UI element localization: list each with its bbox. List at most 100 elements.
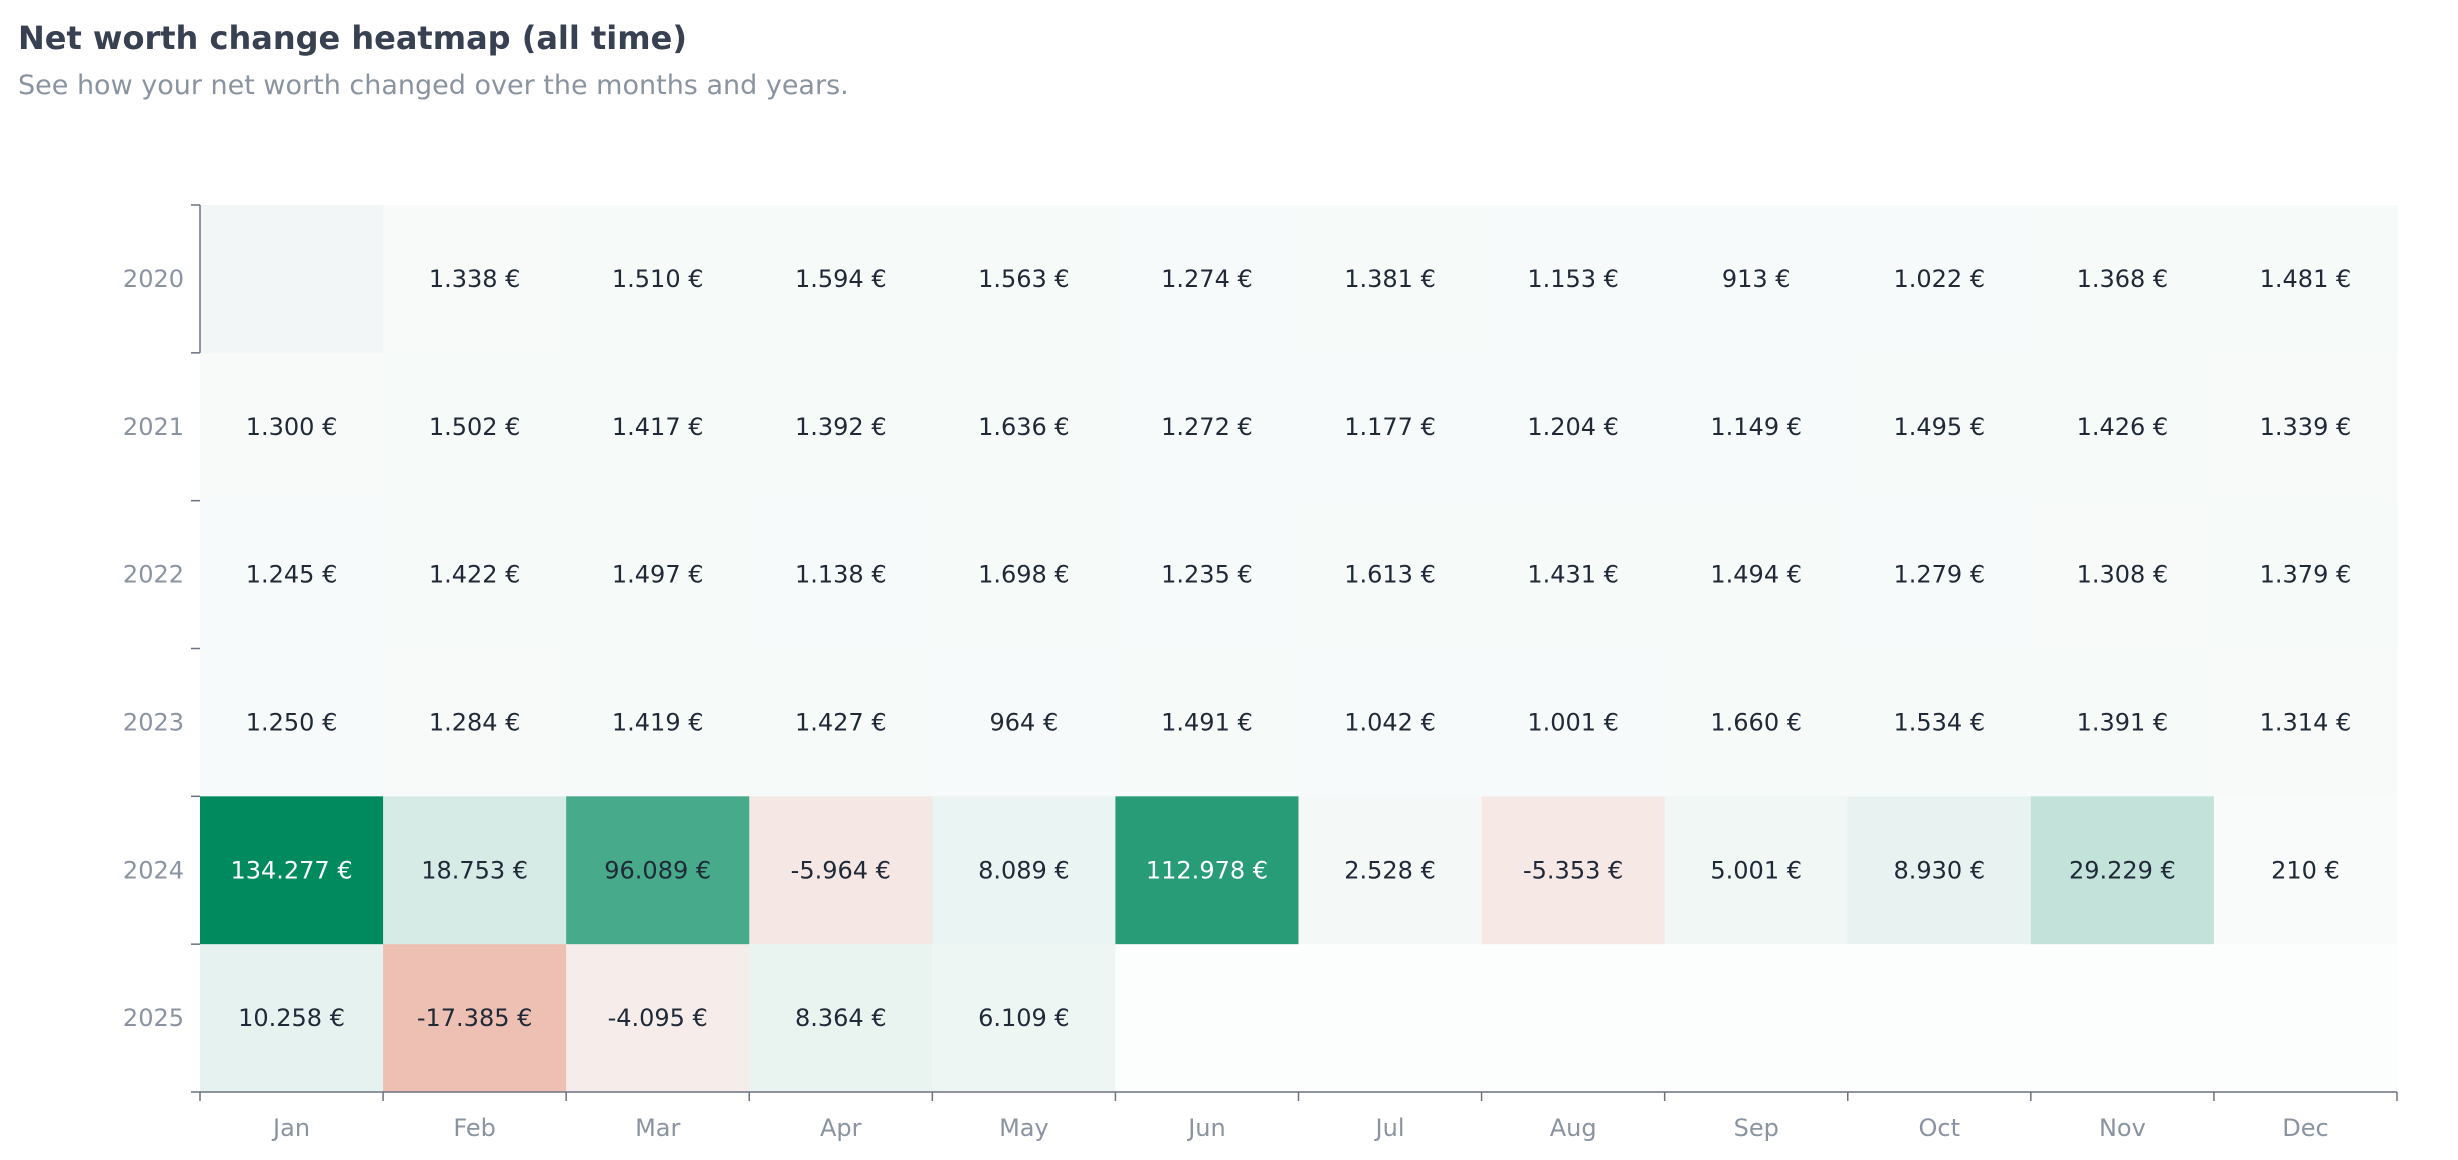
heatmap-cell-label: 1.204 € [1527, 413, 1619, 441]
heatmap-cell-label: 1.698 € [978, 561, 1070, 589]
heatmap-cell-2021-dec [2213, 352, 2398, 502]
heatmap-cell-label: 964 € [990, 708, 1059, 736]
y-tick-label-2021: 2021 [123, 413, 184, 441]
heatmap-cell-label: 1.422 € [429, 561, 521, 589]
heatmap-cell-label: 6.109 € [978, 1004, 1070, 1032]
heatmap-cell-label: 1.274 € [1161, 265, 1253, 293]
heatmap-cell-2020-jul [1298, 205, 1483, 354]
heatmap-cell-2023-sep [1664, 648, 1849, 797]
heatmap-cell-2022-sep [1664, 500, 1849, 649]
heatmap-cell-2020-feb [383, 205, 567, 354]
x-tick-label-jul: Jul [1374, 1114, 1405, 1142]
x-tick-label-aug: Aug [1550, 1114, 1597, 1142]
heatmap-cell-2020-oct [1847, 205, 2032, 354]
heatmap-cell-2022-may [932, 500, 1116, 649]
heatmap-cell-2022-mar [566, 500, 750, 649]
heatmap-cell-2025-mar [566, 944, 750, 1093]
heatmap-cell-label: 1.392 € [795, 413, 887, 441]
heatmap-cell-2024-mar [566, 796, 750, 945]
heatmap-cell-label: 112.978 € [1146, 856, 1268, 884]
heatmap-cell-2022-feb [383, 500, 567, 649]
heatmap-cell-2020-nov [2030, 205, 2215, 354]
heatmap-cell-label: 1.379 € [2260, 561, 2352, 589]
heatmap-cell-label: 1.636 € [978, 413, 1070, 441]
heatmap-cell-2025-may [932, 944, 1116, 1093]
heatmap-cell-label: 1.272 € [1161, 413, 1253, 441]
heatmap-cell-label: 29.229 € [2069, 856, 2176, 884]
x-tick-label-dec: Dec [2282, 1114, 2328, 1142]
y-tick-label-2024: 2024 [123, 856, 184, 884]
heatmap-cell-2025-dec [2213, 944, 2398, 1093]
heatmap-cell-2024-jun [1115, 796, 1299, 945]
heatmap-cell-2023-aug [1481, 648, 1666, 797]
heatmap-cell-label: 1.314 € [2260, 708, 2352, 736]
x-tick-label-may: May [999, 1114, 1049, 1142]
heatmap-cell-2020-apr [749, 205, 933, 354]
heatmap-cell-2023-apr [749, 648, 933, 797]
heatmap-cell-label: 1.001 € [1527, 708, 1619, 736]
heatmap-cell-2020-jan [200, 205, 384, 354]
heatmap-cell-2025-oct [1847, 944, 2032, 1093]
heatmap-cell-label: 1.235 € [1161, 561, 1253, 589]
heatmap-cell-label: 1.177 € [1344, 413, 1436, 441]
heatmap-cell-label: 1.279 € [1893, 561, 1985, 589]
heatmap-cell-2024-jul [1298, 796, 1483, 945]
x-tick-label-feb: Feb [453, 1114, 496, 1142]
x-tick-label-sep: Sep [1734, 1114, 1779, 1142]
heatmap-axes: 2020 2021 2022 2023 2024 2025 Jan Feb Mar Apr May J… [123, 204, 2398, 1142]
heatmap-cell-2020-sep [1664, 205, 1849, 354]
heatmap-cell-label: 1.613 € [1344, 561, 1436, 589]
heatmap-cell-label: 1.563 € [978, 265, 1070, 293]
heatmap-cell-label: -5.353 € [1523, 856, 1623, 884]
heatmap-cell-label: -4.095 € [608, 1004, 708, 1032]
heatmap-cell-label: 1.022 € [1893, 265, 1985, 293]
x-tick-label-apr: Apr [820, 1114, 862, 1142]
heatmap-cell-label: 1.491 € [1161, 708, 1253, 736]
heatmap-cell-label: 1.042 € [1344, 708, 1436, 736]
heatmap-cell-label: 1.481 € [2260, 265, 2352, 293]
y-tick-label-2020: 2020 [123, 265, 184, 293]
heatmap-cell-label: 1.426 € [2077, 413, 2169, 441]
x-tick-label-jan: Jan [271, 1114, 310, 1142]
heatmap-cell-2025-jul [1298, 944, 1483, 1093]
heatmap-cell-2023-jan [200, 648, 384, 797]
heatmap-cell-2021-jul [1298, 352, 1483, 502]
heatmap-cell-label: 8.930 € [1893, 856, 1985, 884]
heatmap-cell-label: 1.427 € [795, 708, 887, 736]
heatmap-cell-label: 1.149 € [1710, 413, 1802, 441]
heatmap-cell-2021-apr [749, 352, 933, 502]
heatmap-cell-2021-oct [1847, 352, 2032, 502]
heatmap-cell-label: 1.284 € [429, 708, 521, 736]
heatmap-cell-2021-aug [1481, 352, 1666, 502]
heatmap-cell-2024-nov [2030, 796, 2215, 945]
heatmap-cell-2021-may [932, 352, 1116, 502]
heatmap-cell-2021-nov [2030, 352, 2215, 502]
x-tick-label-jun: Jun [1186, 1114, 1226, 1142]
heatmap-cell-label: 1.391 € [2077, 708, 2169, 736]
heatmap-cell-label: 210 € [2271, 856, 2340, 884]
chart-title: Net worth change heatmap (all time) [18, 19, 687, 57]
heatmap-cell-2024-aug [1481, 796, 1666, 945]
x-tick-label-oct: Oct [1919, 1114, 1961, 1142]
heatmap-cell-label: 1.594 € [795, 265, 887, 293]
heatmap-cell-2020-aug [1481, 205, 1666, 354]
heatmap-cell-2023-mar [566, 648, 750, 797]
y-tick-label-2023: 2023 [123, 708, 184, 736]
heatmap-cell-label: 2.528 € [1344, 856, 1436, 884]
heatmap-cell-2020-may [932, 205, 1116, 354]
heatmap-cells [200, 205, 2398, 1093]
heatmap-cell-label: 1.153 € [1527, 265, 1619, 293]
heatmap-cell-2022-jun [1115, 500, 1299, 649]
heatmap-cell-label: -5.964 € [791, 856, 891, 884]
heatmap-cell-2024-jan [200, 796, 384, 945]
heatmap-cell-label: 18.753 € [421, 856, 528, 884]
heatmap-cell-label: 1.250 € [246, 708, 338, 736]
heatmap-cell-label: 10.258 € [238, 1004, 345, 1032]
heatmap-cell-2023-jul [1298, 648, 1483, 797]
chart-header: Net worth change heatmap (all time) See … [18, 18, 849, 103]
heatmap-cell-2021-jan [200, 352, 384, 502]
heatmap-cell-label: 5.001 € [1710, 856, 1802, 884]
heatmap-cell-label: 8.089 € [978, 856, 1070, 884]
x-tick-label-nov: Nov [2099, 1114, 2146, 1142]
